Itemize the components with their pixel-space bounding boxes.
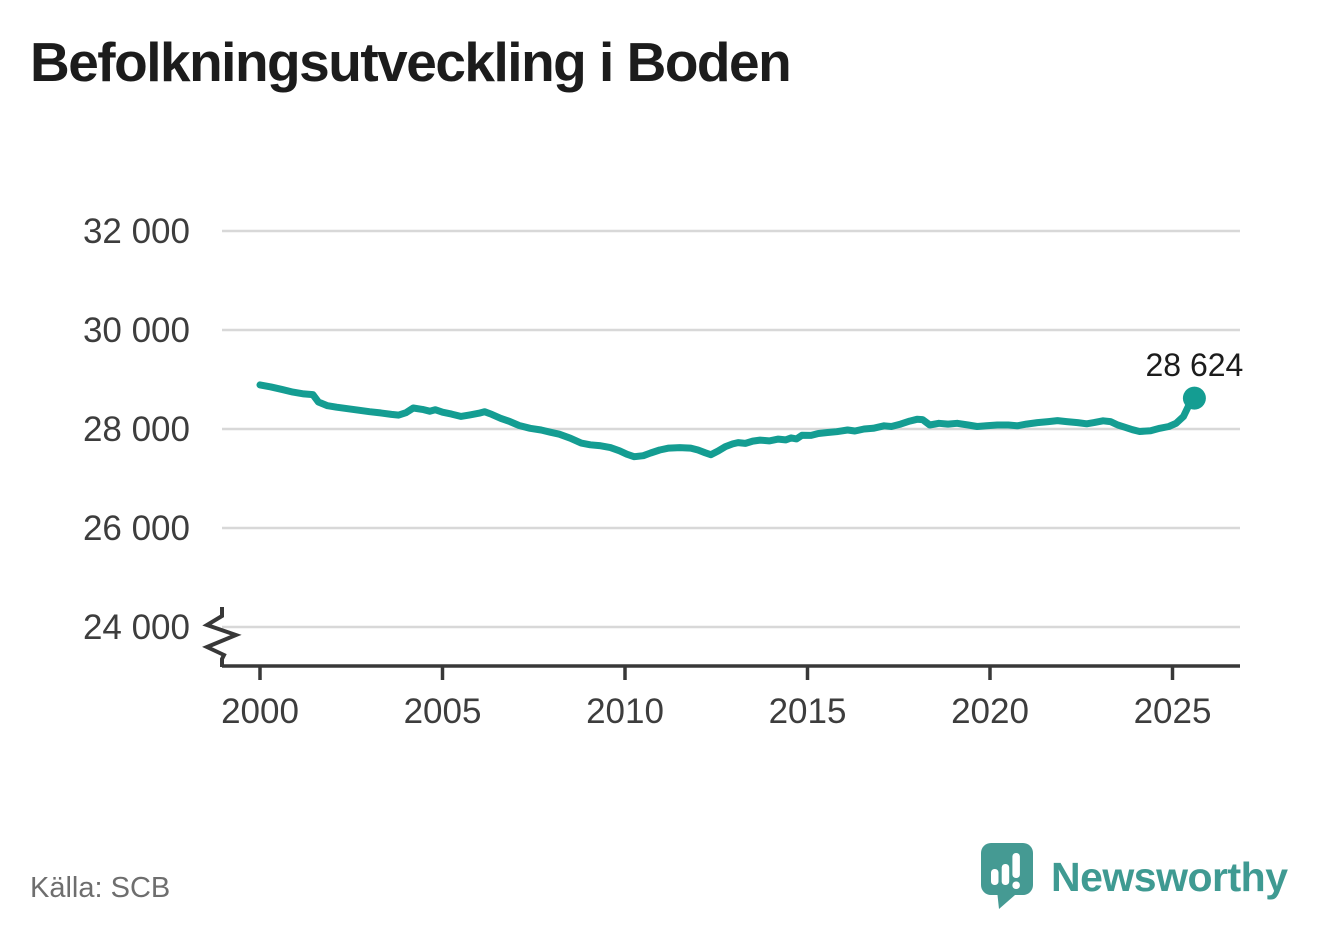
logo-exclamation-bar xyxy=(1012,853,1020,878)
y-tick-label: 30 000 xyxy=(83,311,190,350)
y-tick-label: 28 000 xyxy=(83,410,190,449)
y-tick-label: 26 000 xyxy=(83,509,190,548)
x-tick-label: 2005 xyxy=(404,692,482,731)
source-label: Källa: SCB xyxy=(30,872,171,904)
x-tick-label: 2025 xyxy=(1134,692,1212,731)
y-tick-label: 32 000 xyxy=(83,212,190,251)
newsworthy-brand: Newsworthy xyxy=(981,843,1288,911)
x-tick-label: 2010 xyxy=(586,692,664,731)
latest-value-label: 28 624 xyxy=(1145,347,1243,383)
y-tick-label: 24 000 xyxy=(83,608,190,647)
axis-break-icon xyxy=(202,607,242,667)
x-tick-label: 2020 xyxy=(951,692,1029,731)
logo-bar-medium xyxy=(1001,864,1010,885)
latest-point-marker xyxy=(1182,386,1206,410)
newsworthy-logo-icon xyxy=(981,843,1033,909)
brand-wordmark: Newsworthy xyxy=(1051,854,1288,900)
page-title: Befolkningsutveckling i Boden xyxy=(30,31,792,93)
logo-bar-small xyxy=(991,869,999,885)
population-line xyxy=(256,381,1198,461)
x-tick-label: 2000 xyxy=(221,692,299,731)
logo-exclamation-dot xyxy=(1012,881,1020,889)
x-tick-label: 2015 xyxy=(769,692,847,731)
